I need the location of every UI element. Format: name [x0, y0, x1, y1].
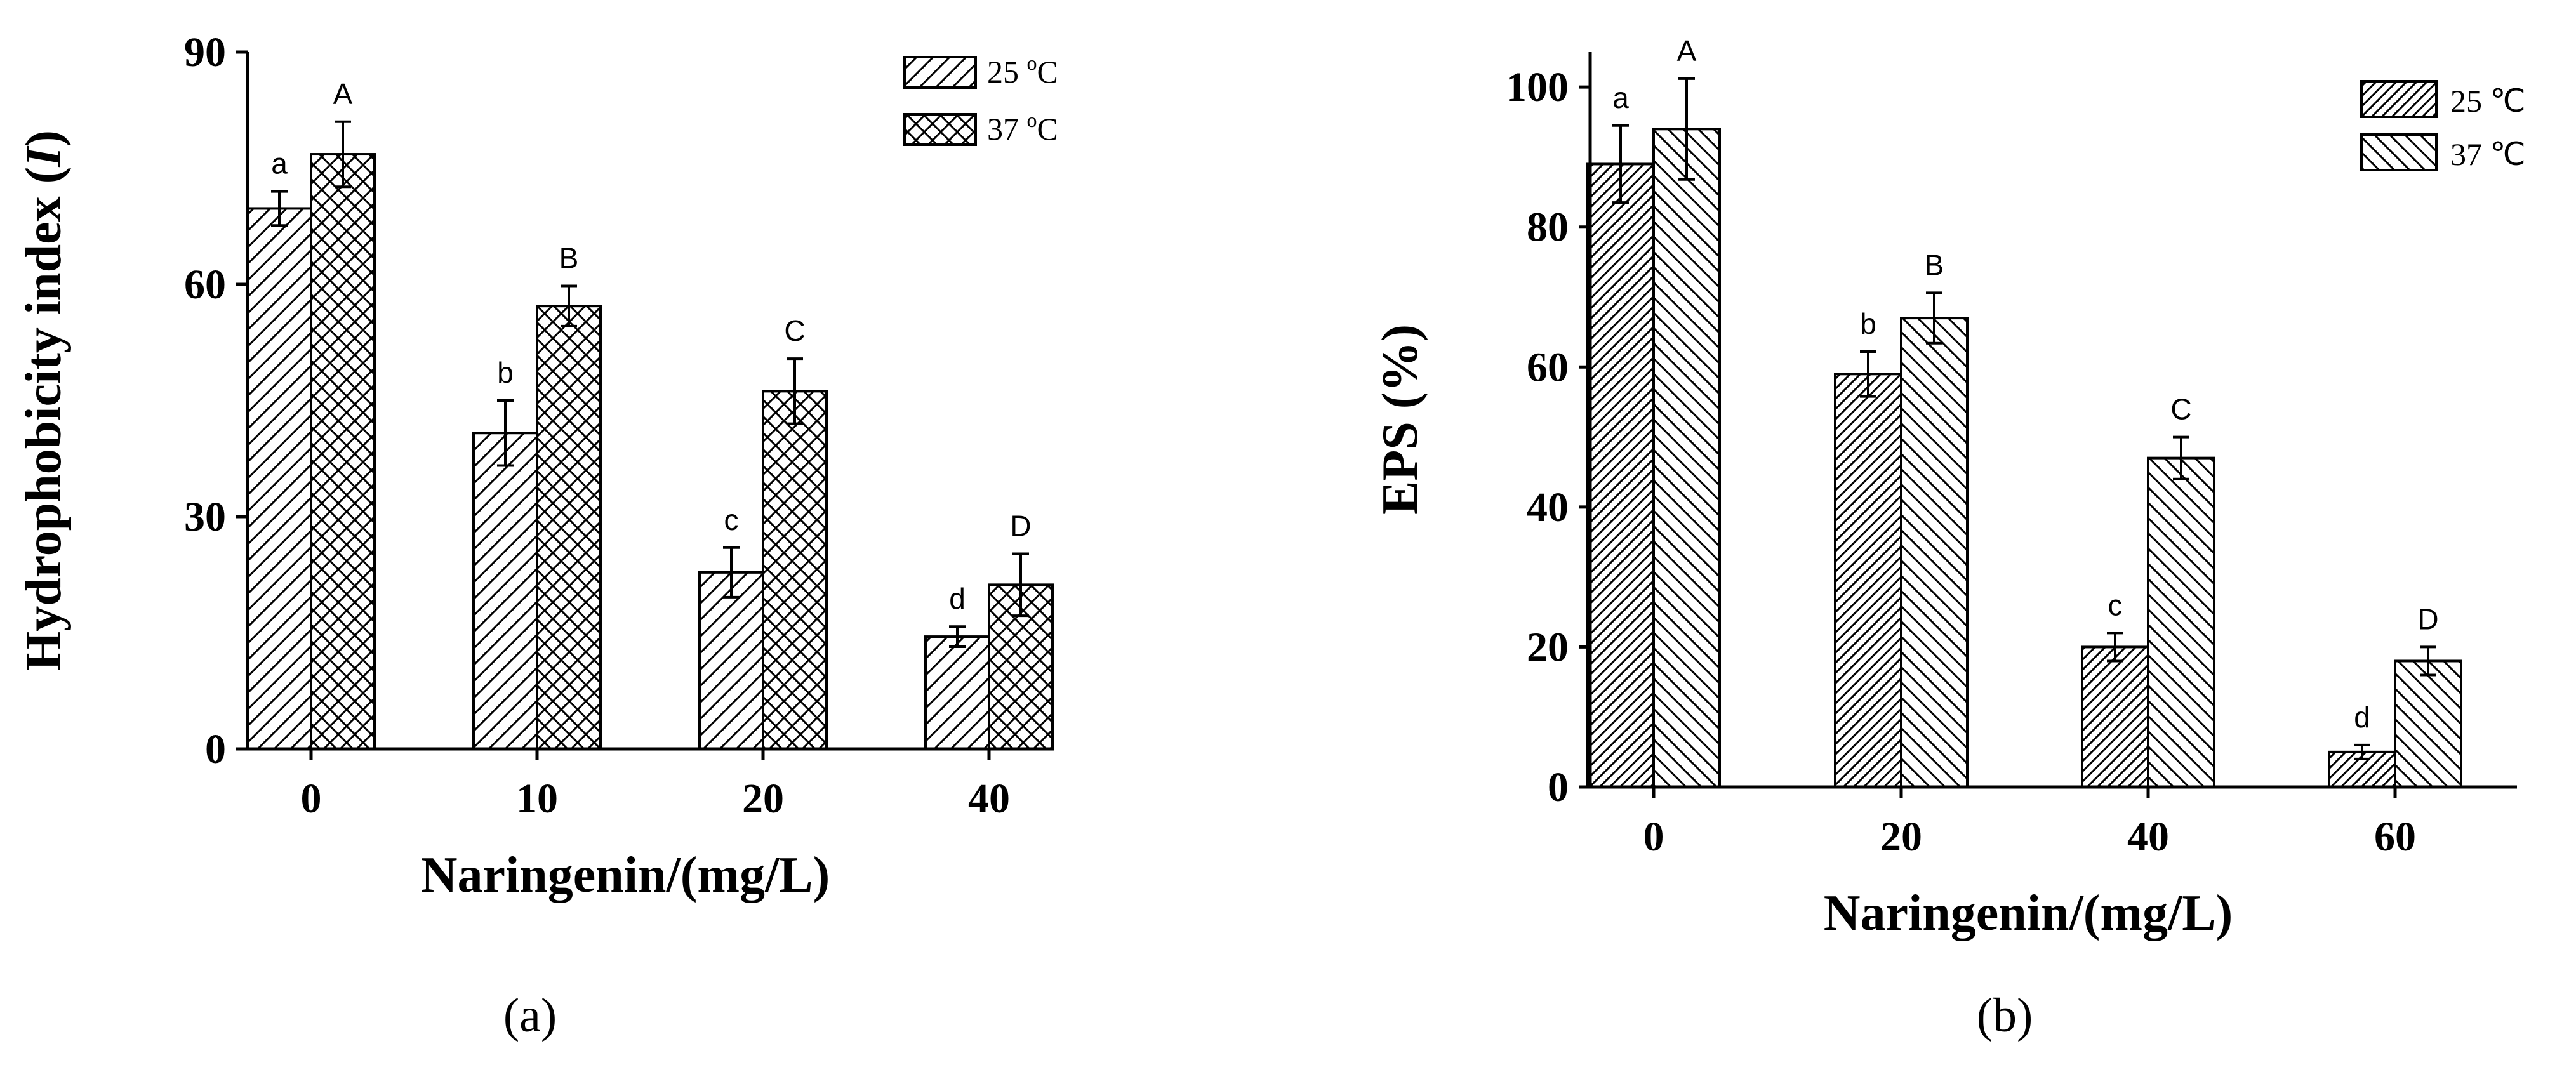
panel-a-sig-label-s2-20: C	[784, 314, 805, 347]
legend-label: 37 ℃	[2450, 136, 2526, 172]
panel-a-x-tick-label: 40	[968, 776, 1010, 822]
panel-b-x-tick-label: 40	[2127, 814, 2169, 860]
panel-a-x-tick-label: 20	[742, 776, 784, 822]
legend-swatch	[2360, 80, 2438, 118]
panel-a-bar-s1-40	[924, 635, 990, 750]
panel-b-legend-item-s1: 25 ℃	[2360, 80, 2526, 119]
panel-a-sig-label-s1-10: b	[497, 356, 514, 389]
panel-a-bar-s2-20	[762, 390, 828, 750]
panel-b-panel-label: (b)	[1977, 989, 2033, 1042]
panel-a-x-tick-label: 0	[301, 776, 322, 822]
panel-a-panel-label: (a)	[503, 989, 557, 1042]
panel-b-error-bar-s2-60	[2420, 645, 2436, 677]
panel-a-error-bar-s1-10	[497, 399, 514, 467]
chart-panel-a: a b c d A B C D 0 30 60 90 0 10 20 40 Naringenin/(mg/L) H…	[16, 29, 1058, 1042]
panel-a-bar-s1-0	[246, 207, 312, 750]
legend-label: 37 oC	[987, 109, 1058, 147]
panel-b-bar-s1-40	[2081, 645, 2149, 789]
panel-a-y-tick-label: 90	[184, 29, 226, 76]
panel-b-y-tick-label: 0	[1548, 764, 1569, 810]
panel-a-error-bar-s1-40	[949, 625, 966, 648]
panel-b-y-tick-label: 20	[1527, 624, 1569, 670]
panel-a-legend-item-s1: 25 oC	[903, 51, 1058, 89]
panel-b-bar-s2-60	[2394, 659, 2462, 788]
panel-a-legend-item-s2: 37 oC	[903, 109, 1058, 147]
panel-b-bar-s1-20	[1834, 373, 1902, 788]
panel-b-error-bar-s2-0	[1678, 77, 1695, 181]
panel-b-error-bar-s1-40	[2107, 632, 2123, 663]
panel-b-sig-label-s2-40: C	[2170, 393, 2191, 426]
panel-a-bar-s2-10	[536, 305, 602, 751]
panel-b-x-axis-title: Naringenin/(mg/L)	[1824, 885, 2233, 941]
panel-b-error-bar-s2-20	[1926, 291, 1942, 345]
panel-a-error-bar-s2-10	[561, 284, 577, 327]
panel-a-bar-s1-10	[472, 432, 538, 750]
panel-a-y-tick-label: 30	[184, 494, 226, 540]
panel-b-sig-label-s1-40: c	[2108, 588, 2123, 621]
panel-b-sig-label-s2-60: D	[2417, 602, 2438, 635]
panel-b-sig-label-s2-0: A	[1677, 34, 1697, 67]
panel-b-y-axis-title: EPS (%)	[1372, 324, 1428, 515]
panel-b-x-tick-label: 60	[2374, 814, 2416, 860]
panel-b-y-tick-label: 80	[1527, 204, 1569, 251]
panel-a-sig-label-s1-20: c	[724, 503, 739, 536]
panel-b-x-tick-label: 0	[1643, 814, 1664, 860]
panel-b-y-tick-label: 40	[1527, 484, 1569, 531]
panel-b-error-bar-s1-20	[1860, 350, 1876, 398]
panel-a-error-bar-s1-20	[723, 546, 740, 599]
legend-swatch	[903, 113, 977, 146]
panel-b-bar-s2-20	[1900, 317, 1969, 789]
panel-a-sig-label-s2-0: A	[333, 77, 353, 110]
panel-b-error-bar-s1-60	[2354, 743, 2370, 760]
panel-b-bar-s2-0	[1652, 128, 1721, 788]
panel-b-sig-label-s1-0: a	[1612, 81, 1629, 114]
panel-a-bar-s1-20	[698, 571, 764, 751]
panel-a-y-tick-label: 60	[184, 261, 226, 308]
panel-b-sig-label-s1-20: b	[1860, 307, 1876, 340]
panel-b-sig-label-s1-60: d	[2354, 701, 2370, 734]
panel-b-legend-item-s2: 37 ℃	[2360, 133, 2526, 172]
panel-a-sig-label-s2-40: D	[1010, 510, 1031, 543]
panel-a-error-bar-s2-0	[335, 120, 351, 189]
panel-a-bar-s2-0	[310, 153, 376, 751]
legend-swatch	[2360, 133, 2438, 171]
panel-a-y-axis-title: Hydrophobicity index (I)	[16, 130, 72, 671]
legend-label: 25 ℃	[2450, 83, 2526, 119]
legend-swatch	[903, 56, 977, 89]
panel-a-sig-label-s1-0: a	[271, 147, 288, 180]
panel-a-error-bar-s2-40	[1012, 552, 1029, 618]
panel-b-x-tick-label: 20	[1880, 814, 1922, 860]
legend-label: 25 oC	[987, 51, 1058, 89]
panel-a-x-axis-title: Naringenin/(mg/L)	[421, 847, 830, 903]
panel-b-y-tick-label: 60	[1527, 344, 1569, 390]
panel-b-error-bar-s2-40	[2173, 435, 2189, 480]
panel-a-error-bar-s2-20	[787, 357, 803, 425]
panel-a-sig-label-s2-10: B	[559, 241, 579, 274]
panel-a-error-bar-s1-0	[271, 190, 288, 227]
panel-a-sig-label-s1-40: d	[949, 582, 966, 615]
panel-b-error-bar-s1-0	[1612, 124, 1629, 204]
panel-a-x-tick-label: 10	[516, 776, 558, 822]
panel-a-y-tick-label: 0	[205, 726, 226, 772]
chart-panel-b: a b c d A B C D 0 20 40 60 80 100 0 20 40 60 Naringenin/(m…	[1372, 34, 2526, 1042]
panel-b-sig-label-s2-20: B	[1925, 248, 1944, 281]
panel-b-bar-s2-40	[2147, 456, 2215, 788]
panel-b-bar-s1-0	[1586, 162, 1655, 788]
panel-b-y-tick-label: 100	[1506, 64, 1569, 110]
